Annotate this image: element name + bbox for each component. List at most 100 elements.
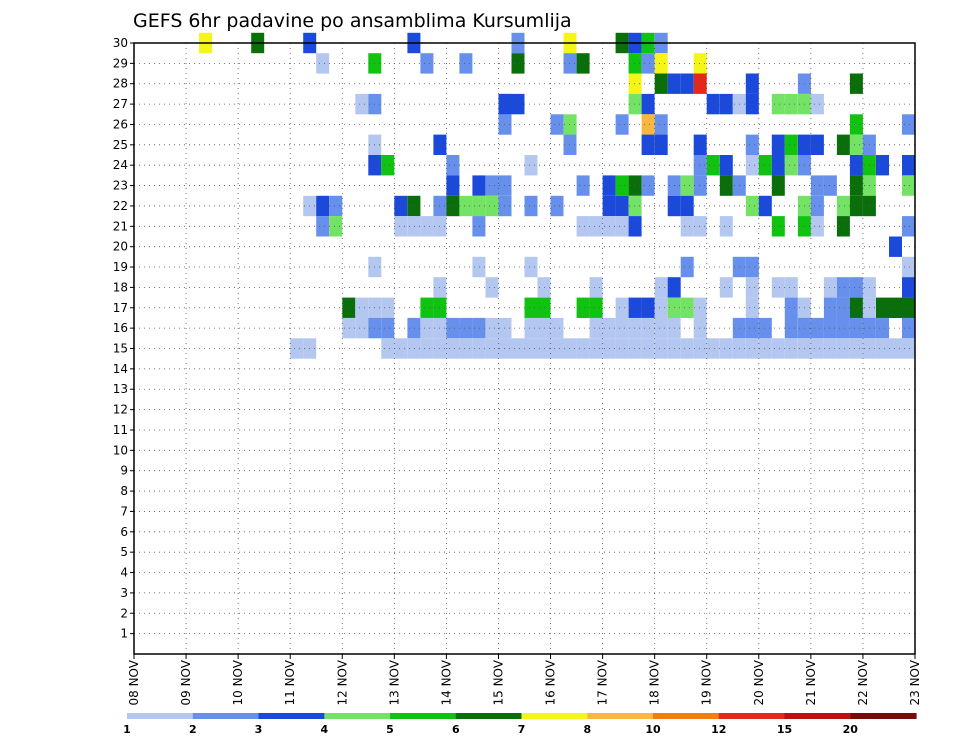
precip-cell (719, 155, 733, 176)
precip-cell (420, 338, 434, 359)
legend-swatch (653, 713, 720, 719)
precip-cell (654, 338, 668, 359)
legend-swatch (850, 713, 917, 719)
precip-cell (550, 338, 564, 359)
precip-cell (446, 195, 460, 217)
precip-cell (472, 175, 486, 196)
precip-cell (472, 317, 486, 339)
precip-cell (641, 317, 655, 339)
precip-cell (420, 297, 434, 318)
legend-swatch (455, 713, 523, 719)
precip-cell (810, 175, 824, 196)
legend-label: 5 (386, 723, 394, 736)
precip-cell (693, 155, 707, 176)
y-tick-label: 6 (120, 525, 128, 539)
precip-cell (902, 277, 915, 298)
precip-cell (485, 195, 499, 217)
precip-cell (876, 317, 889, 339)
y-tick-label: 9 (120, 464, 128, 478)
x-tick-label: 19 NOV (700, 659, 714, 705)
precip-cell (628, 297, 642, 318)
precip-cell (381, 155, 395, 176)
precip-cell (407, 195, 421, 217)
precip-cell (745, 256, 759, 278)
precip-cell (693, 297, 707, 318)
x-tick-labels: 08 NOV 09 NOV 10 NOV 11 NOV 12 NOV 13 NOV 14 N… (127, 654, 922, 706)
precip-cell (745, 338, 759, 359)
precip-cell (472, 256, 486, 278)
precip-cell (485, 338, 499, 359)
cells-layer (199, 32, 915, 359)
color-legend: 1 2 3 4 5 6 7 8 10 12 15 20 (123, 713, 917, 736)
legend-label: 6 (452, 723, 460, 736)
precip-cell (784, 338, 798, 359)
precip-cell (329, 216, 343, 237)
precip-cell (902, 155, 915, 176)
precip-cell (902, 256, 915, 278)
legend-label: 7 (518, 723, 526, 736)
precip-cell (849, 155, 863, 176)
legend-swatch (258, 713, 325, 719)
y-tick-label: 12 (113, 403, 128, 417)
precip-cell (446, 155, 460, 176)
precip-cell (381, 317, 395, 339)
precip-cell (459, 195, 473, 217)
precip-cell (511, 93, 525, 115)
precip-cell (290, 338, 304, 359)
precip-cell (758, 195, 772, 217)
y-tick-label: 10 (113, 443, 128, 457)
precip-cell (524, 256, 538, 278)
precip-cell (836, 216, 850, 237)
legend-label: 15 (777, 723, 792, 736)
precip-cell (810, 134, 824, 155)
precip-cell (589, 338, 603, 359)
precip-cell (849, 175, 863, 196)
precip-cell (823, 175, 837, 196)
precip-cell (849, 317, 863, 339)
x-tick-label: 08 NOV (127, 659, 141, 705)
precip-cell (342, 317, 356, 339)
legend-swatch (390, 713, 457, 719)
y-tick-label: 3 (120, 586, 128, 600)
chart-title: GEFS 6hr padavine po ansamblima Kursumli… (133, 10, 572, 32)
precip-cell (784, 297, 798, 318)
precip-cell (849, 297, 863, 318)
legend-label: 3 (255, 723, 263, 736)
precip-cell (902, 297, 915, 318)
precip-cell (693, 216, 707, 237)
x-tick-label: 21 NOV (804, 659, 818, 705)
precip-cell (576, 175, 590, 196)
precip-cell (615, 195, 629, 217)
precip-cell (693, 317, 707, 339)
x-tick-label: 14 NOV (439, 659, 453, 705)
legend-label: 4 (320, 723, 328, 736)
precip-cell (680, 216, 694, 237)
precip-cell (654, 73, 668, 94)
precip-cell (836, 195, 850, 217)
precip-cell (680, 338, 694, 359)
precip-cell (550, 317, 564, 339)
precip-cell (902, 317, 915, 339)
y-tick-label: 23 (113, 179, 128, 193)
legend-label: 20 (843, 723, 859, 736)
x-tick-label: 12 NOV (335, 659, 349, 705)
precip-cell (719, 277, 733, 298)
x-tick-label: 20 NOV (752, 659, 766, 705)
precip-cell (355, 297, 369, 318)
precip-cell (316, 53, 330, 74)
precip-cell (524, 338, 538, 359)
precip-cell (876, 297, 889, 318)
y-tick-label: 11 (113, 423, 128, 437)
legend-label: 12 (711, 723, 726, 736)
precip-cell (823, 277, 837, 298)
x-tick-label: 18 NOV (648, 659, 662, 705)
y-tick-label: 27 (113, 97, 128, 111)
precip-cell (615, 338, 629, 359)
precip-cell (459, 317, 473, 339)
y-tick-label: 20 (113, 240, 128, 254)
precip-cell (615, 317, 629, 339)
precip-cell (719, 338, 733, 359)
precip-cell (615, 216, 629, 237)
precip-cell (615, 297, 629, 318)
